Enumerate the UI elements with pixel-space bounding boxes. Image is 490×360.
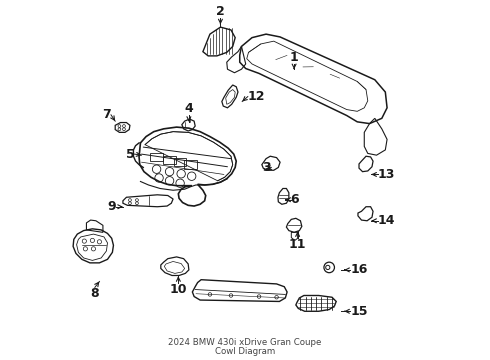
- Text: 2024 BMW 430i xDrive Gran Coupe: 2024 BMW 430i xDrive Gran Coupe: [168, 338, 322, 347]
- Text: 15: 15: [350, 305, 368, 318]
- Text: 5: 5: [126, 148, 134, 161]
- Text: 7: 7: [102, 108, 111, 121]
- Text: 11: 11: [289, 238, 306, 251]
- Text: 10: 10: [170, 283, 187, 296]
- Text: 16: 16: [350, 264, 368, 276]
- Text: 6: 6: [291, 193, 299, 206]
- Text: 8: 8: [91, 287, 99, 301]
- Text: 3: 3: [263, 161, 271, 174]
- Text: 14: 14: [378, 214, 395, 227]
- Text: 13: 13: [378, 168, 395, 181]
- Text: 12: 12: [248, 90, 265, 103]
- Text: 9: 9: [107, 200, 116, 213]
- Text: 2: 2: [216, 5, 225, 18]
- Text: 4: 4: [185, 102, 193, 115]
- Text: Cowl Diagram: Cowl Diagram: [215, 347, 275, 356]
- Text: 1: 1: [290, 51, 298, 64]
